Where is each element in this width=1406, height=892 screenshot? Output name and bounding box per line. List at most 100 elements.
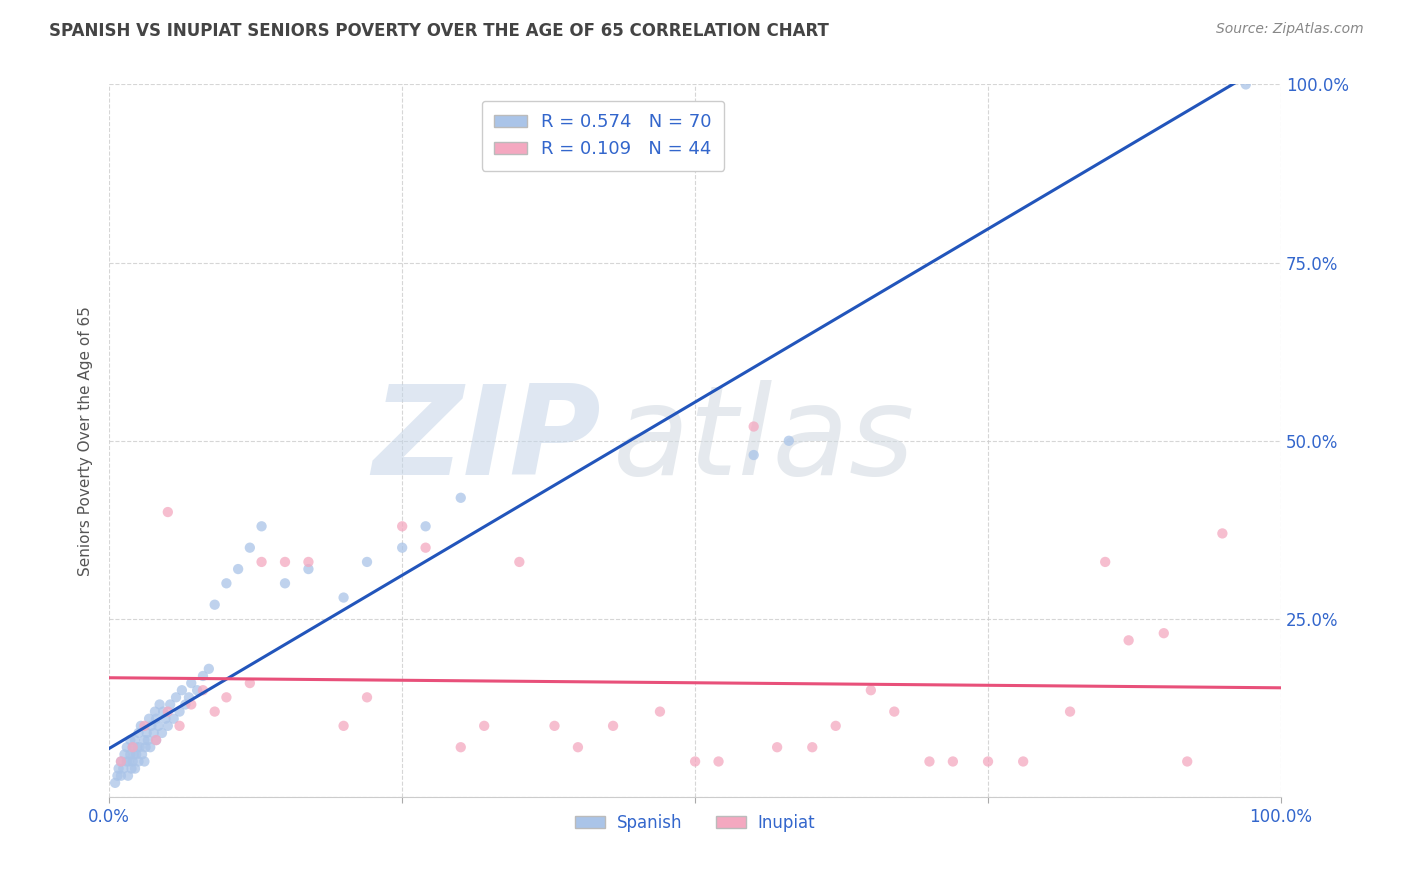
Point bbox=[134, 733, 156, 747]
Point bbox=[472, 719, 495, 733]
Point bbox=[391, 541, 413, 555]
Point bbox=[567, 740, 589, 755]
Point bbox=[1153, 626, 1175, 640]
Point bbox=[156, 705, 179, 719]
Point bbox=[226, 562, 249, 576]
Point bbox=[134, 755, 156, 769]
Point bbox=[332, 719, 354, 733]
Point bbox=[128, 755, 150, 769]
Point bbox=[274, 576, 297, 591]
Point bbox=[1012, 755, 1035, 769]
Text: Source: ZipAtlas.com: Source: ZipAtlas.com bbox=[1216, 22, 1364, 37]
Point bbox=[859, 683, 882, 698]
Point bbox=[118, 755, 141, 769]
Point bbox=[145, 733, 167, 747]
Point bbox=[1118, 633, 1140, 648]
Point bbox=[120, 747, 142, 762]
Point bbox=[297, 562, 319, 576]
Point bbox=[332, 591, 354, 605]
Point bbox=[415, 541, 437, 555]
Point bbox=[191, 683, 214, 698]
Point bbox=[155, 712, 177, 726]
Point bbox=[1094, 555, 1116, 569]
Point bbox=[156, 719, 179, 733]
Point bbox=[121, 740, 143, 755]
Point bbox=[136, 733, 159, 747]
Point bbox=[204, 705, 226, 719]
Y-axis label: Seniors Poverty Over the Age of 65: Seniors Poverty Over the Age of 65 bbox=[79, 306, 93, 575]
Point bbox=[142, 726, 165, 740]
Point bbox=[508, 555, 530, 569]
Point bbox=[169, 705, 191, 719]
Point bbox=[1059, 705, 1081, 719]
Point bbox=[129, 719, 152, 733]
Point bbox=[121, 755, 143, 769]
Point bbox=[186, 683, 208, 698]
Point bbox=[450, 491, 472, 505]
Point bbox=[156, 505, 179, 519]
Point bbox=[115, 755, 138, 769]
Point bbox=[942, 755, 965, 769]
Point bbox=[648, 705, 671, 719]
Point bbox=[124, 762, 146, 776]
Point bbox=[391, 519, 413, 533]
Point bbox=[274, 555, 297, 569]
Point bbox=[683, 755, 706, 769]
Point bbox=[112, 762, 135, 776]
Point bbox=[1234, 78, 1257, 92]
Point bbox=[170, 683, 193, 698]
Point bbox=[110, 769, 132, 783]
Point bbox=[1211, 526, 1233, 541]
Point bbox=[356, 555, 378, 569]
Point bbox=[121, 740, 143, 755]
Point bbox=[250, 519, 273, 533]
Point bbox=[120, 733, 142, 747]
Point bbox=[1175, 755, 1198, 769]
Point bbox=[766, 740, 789, 755]
Point bbox=[134, 719, 156, 733]
Point bbox=[356, 690, 378, 705]
Point bbox=[543, 719, 565, 733]
Point bbox=[150, 726, 173, 740]
Point bbox=[169, 719, 191, 733]
Point bbox=[918, 755, 941, 769]
Point bbox=[204, 598, 226, 612]
Point bbox=[145, 712, 167, 726]
Point bbox=[110, 755, 132, 769]
Point bbox=[707, 755, 730, 769]
Legend: Spanish, Inupiat: Spanish, Inupiat bbox=[568, 807, 821, 838]
Point bbox=[122, 747, 145, 762]
Text: ZIP: ZIP bbox=[373, 380, 602, 501]
Point bbox=[239, 541, 262, 555]
Point bbox=[125, 747, 148, 762]
Point bbox=[148, 719, 170, 733]
Point bbox=[778, 434, 800, 448]
Point bbox=[977, 755, 1000, 769]
Point bbox=[191, 669, 214, 683]
Point bbox=[124, 733, 146, 747]
Point bbox=[131, 747, 153, 762]
Point bbox=[163, 712, 186, 726]
Point bbox=[883, 705, 905, 719]
Point bbox=[107, 769, 129, 783]
Point bbox=[138, 712, 160, 726]
Point bbox=[121, 762, 143, 776]
Text: atlas: atlas bbox=[613, 380, 915, 501]
Point bbox=[149, 698, 172, 712]
Point bbox=[198, 662, 221, 676]
Point bbox=[139, 740, 162, 755]
Point bbox=[602, 719, 624, 733]
Point bbox=[128, 740, 150, 755]
Point bbox=[165, 690, 187, 705]
Point bbox=[141, 719, 163, 733]
Point bbox=[110, 755, 132, 769]
Point bbox=[297, 555, 319, 569]
Point bbox=[135, 740, 157, 755]
Point bbox=[450, 740, 472, 755]
Point bbox=[801, 740, 824, 755]
Point bbox=[415, 519, 437, 533]
Point bbox=[114, 747, 136, 762]
Point bbox=[239, 676, 262, 690]
Point bbox=[742, 419, 765, 434]
Point bbox=[152, 705, 174, 719]
